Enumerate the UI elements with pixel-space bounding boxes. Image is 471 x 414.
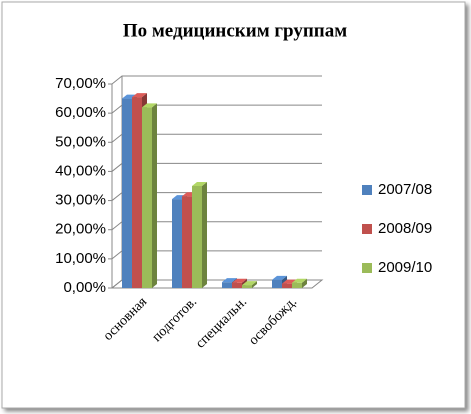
legend-swatch bbox=[362, 224, 372, 234]
bar-top bbox=[132, 93, 147, 98]
legend-swatch bbox=[362, 185, 372, 195]
bar-side bbox=[152, 103, 157, 288]
bar-front bbox=[192, 186, 202, 288]
y-tick-label: 20,00% bbox=[55, 221, 106, 238]
bar-side bbox=[252, 281, 257, 288]
bar-front bbox=[122, 98, 132, 288]
y-tick-label: 60,00% bbox=[55, 104, 106, 121]
y-tick-label: 70,00% bbox=[55, 75, 106, 92]
chart-title: По медицинским группам bbox=[123, 20, 347, 41]
chart-frame bbox=[1, 1, 466, 409]
bar-front bbox=[232, 282, 242, 288]
grid-line bbox=[111, 75, 322, 85]
legend-swatch bbox=[362, 263, 372, 273]
bar-front bbox=[242, 285, 252, 288]
y-tick-label: 30,00% bbox=[55, 192, 106, 209]
bar-front bbox=[272, 279, 282, 288]
bar bbox=[192, 182, 207, 288]
bar bbox=[242, 281, 257, 288]
bar bbox=[292, 278, 307, 288]
y-tick-label: 10,00% bbox=[55, 250, 106, 267]
bar-top bbox=[242, 281, 257, 286]
y-tick-label: 50,00% bbox=[55, 133, 106, 150]
bar-front bbox=[222, 282, 232, 288]
bar-side bbox=[302, 278, 307, 288]
bar-top bbox=[292, 278, 307, 283]
bar-top bbox=[272, 275, 287, 280]
legend-label: 2008/09 bbox=[378, 220, 432, 237]
legend-label: 2007/08 bbox=[378, 181, 432, 198]
bar-front bbox=[172, 199, 182, 288]
y-tick-label: 0,00% bbox=[63, 279, 106, 296]
legend-label: 2009/10 bbox=[378, 259, 432, 276]
bar-top bbox=[192, 182, 207, 186]
bar-top bbox=[232, 278, 247, 283]
y-tick-label: 40,00% bbox=[55, 162, 106, 179]
bar-front bbox=[292, 282, 302, 288]
bar-front bbox=[182, 196, 192, 288]
bar bbox=[142, 103, 157, 288]
bar-top bbox=[142, 103, 157, 108]
bar-top bbox=[222, 278, 237, 283]
bar-front bbox=[142, 107, 152, 288]
bar-front bbox=[132, 97, 142, 288]
bar-front bbox=[282, 283, 292, 288]
bar-side bbox=[202, 182, 207, 288]
